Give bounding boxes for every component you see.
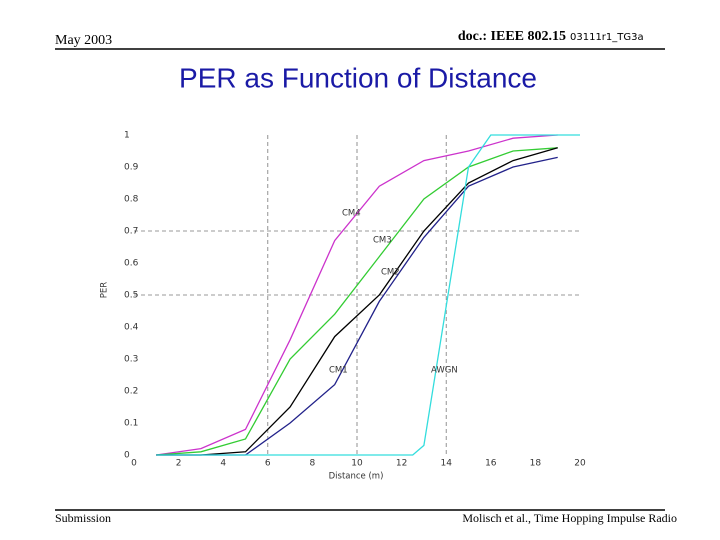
slide-title: PER as Function of Distance	[179, 62, 537, 93]
x-tick-label: 6	[265, 459, 271, 469]
y-tick-label: 0.7	[124, 227, 138, 237]
series-label: AWGN	[431, 366, 458, 376]
y-tick-label: 1	[124, 131, 130, 141]
x-tick-label: 12	[396, 459, 407, 469]
x-tick-label: 18	[530, 459, 542, 469]
x-tick-label: 2	[176, 459, 182, 469]
date: May 2003	[55, 33, 112, 48]
series-label: CM2	[381, 268, 400, 278]
y-tick-label: 0.4	[124, 323, 139, 333]
x-tick-label: 8	[310, 459, 316, 469]
series-label: CM4	[342, 209, 361, 219]
y-tick-label: 0.1	[124, 419, 138, 429]
x-tick-label: 20	[574, 459, 586, 469]
footer-right: Molisch et al., Time Hopping Impulse Rad…	[462, 511, 677, 525]
y-tick-label: 0.3	[124, 355, 138, 365]
y-tick-label: 0.5	[124, 291, 138, 301]
x-axis-label: Distance (m)	[329, 472, 384, 482]
series-line	[156, 134, 558, 456]
x-tick-label: 10	[351, 459, 363, 469]
x-tick-label: 16	[485, 459, 497, 469]
series-line	[156, 147, 558, 456]
y-tick-label: 0.2	[124, 387, 138, 397]
series-line	[156, 134, 580, 456]
y-tick-label: 0.8	[124, 195, 139, 205]
x-tick-label: 14	[440, 459, 452, 469]
y-tick-label: 0	[124, 451, 130, 461]
series-label: CM1	[329, 366, 348, 376]
x-tick-label: 0	[131, 459, 137, 469]
series-label: CM3	[373, 236, 392, 246]
x-tick-label: 4	[220, 459, 226, 469]
y-tick-label: 0.9	[124, 163, 139, 173]
y-tick-label: 0.6	[124, 259, 139, 269]
footer-left: Submission	[55, 511, 111, 525]
doc-id: 03111r1_TG3a	[570, 32, 644, 43]
doc: doc.: IEEE 802.15	[458, 29, 566, 44]
y-axis-label: PER	[100, 282, 110, 298]
series-line	[156, 147, 558, 456]
